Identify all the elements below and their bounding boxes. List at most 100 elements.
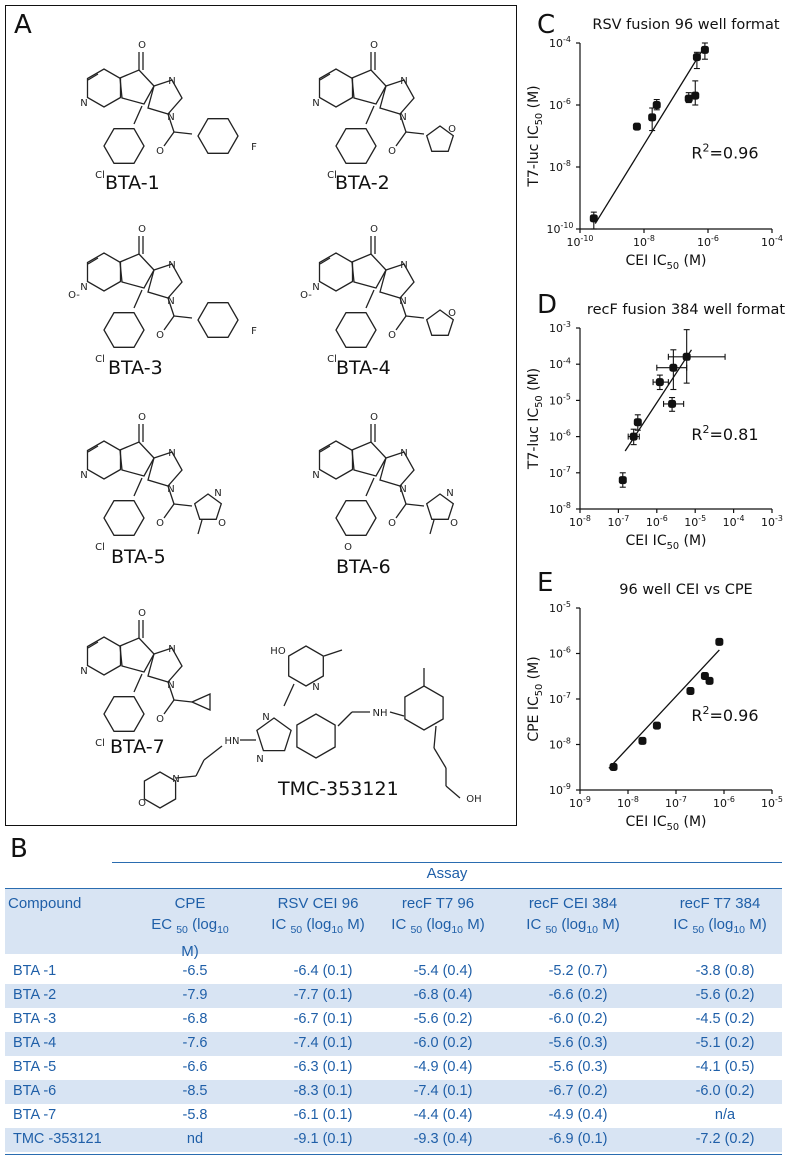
chlorine: Cl (95, 738, 105, 749)
data-point (686, 686, 695, 695)
furan-ring (425, 309, 455, 336)
table-cell: -5.4 (0.4) (413, 963, 473, 979)
chlorophenyl-ring (335, 128, 377, 164)
pyridine-nitrogen: N (80, 666, 87, 677)
data-point (629, 432, 638, 441)
panel-a-letter: A (14, 10, 32, 40)
bond (163, 699, 175, 715)
oxazole-nitrogen: N (446, 488, 453, 499)
chlorophenyl-ring (103, 500, 145, 536)
panel-b-letter: B (10, 834, 28, 864)
table-cell: BTA -6 (13, 1083, 57, 1099)
y-tick-label: 10-9 (549, 782, 571, 797)
data-point (700, 45, 709, 54)
x-tick-label: 10-6 (697, 234, 719, 249)
pyridine-ring (318, 440, 354, 480)
table-cell: -6.6 (182, 1059, 208, 1075)
bond (195, 759, 205, 777)
table-cell: -4.4 (0.4) (413, 1107, 473, 1123)
nitrogen: N (399, 112, 406, 123)
fluorophenyl-ring (197, 302, 239, 338)
lactam-ring (119, 637, 155, 673)
imidazolidine-ring (147, 451, 183, 487)
table-cell: nd (186, 1131, 204, 1147)
amide-oxygen: O (156, 518, 164, 529)
pyridine-ring (86, 440, 122, 480)
pyridine-nitrogen: N (312, 98, 319, 109)
bond (283, 683, 295, 707)
carbonyl-oxygen: O (138, 40, 146, 51)
chlorine: Cl (95, 354, 105, 365)
bond (405, 315, 425, 319)
carbonyl-oxygen: O (138, 224, 146, 235)
table-cell: -6.9 (0.1) (548, 1131, 608, 1147)
nitrogen: N (399, 484, 406, 495)
table-cell: -6.0 (0.2) (695, 1083, 755, 1099)
table-cell: n/a (714, 1107, 736, 1123)
compound-label-bta-1: BTA-1 (105, 172, 160, 194)
bond (389, 711, 405, 717)
table-cell: -4.9 (0.4) (413, 1059, 473, 1075)
bond (167, 681, 175, 701)
panel-c-letter: C (537, 10, 556, 40)
table-row: BTA -1 -6.5 -6.4 (0.1) -5.4 (0.4) -5.2 (0.7)… (5, 960, 782, 984)
table-cell: -7.7 (0.1) (293, 987, 353, 1003)
table-row: BTA -2 -7.9 -7.7 (0.1) -6.8 (0.4) -6.6 (0.2)… (5, 984, 782, 1008)
data-point (692, 53, 701, 62)
n-oxide-oxygen: O- (68, 290, 80, 301)
bond (203, 745, 223, 761)
table-cell: -6.0 (0.2) (413, 1035, 473, 1051)
x-axis-label: CEI IC50 (M) (625, 533, 706, 552)
carbonyl-oxygen: O (370, 40, 378, 51)
furan-oxygen: O (448, 124, 456, 135)
data-point (684, 94, 693, 103)
bond (167, 297, 175, 317)
x-tick-label: 10-8 (617, 795, 639, 810)
compound-label-bta-6: BTA-6 (336, 556, 391, 578)
hydroxypyridine-ring (288, 645, 324, 687)
bond (395, 131, 407, 147)
oxazole-ring (193, 493, 223, 520)
table-cell: -5.6 (0.3) (548, 1059, 608, 1075)
pyridine-nitrogen: N (80, 282, 87, 293)
amide-oxygen: O (156, 714, 164, 725)
amide-oxygen: O (156, 146, 164, 157)
bond (175, 775, 197, 779)
methyl-bond (429, 519, 435, 535)
y-tick-label: 10-3 (549, 320, 571, 335)
data-point (655, 378, 664, 387)
pyridine-nitrogen: N (80, 98, 87, 109)
nitrogen: N (167, 112, 174, 123)
y-tick-label: 10-8 (549, 737, 571, 752)
bond (173, 503, 193, 507)
y-tick-label: 10-6 (549, 97, 571, 112)
double-bond (87, 73, 99, 81)
bond (173, 315, 193, 319)
table-row: BTA -6 -8.5 -8.3 (0.1) -7.4 (0.1) -6.7 (0.2)… (5, 1080, 782, 1104)
y-tick-label: 10-4 (549, 356, 571, 371)
pyridine-ring (86, 636, 122, 676)
chlorophenyl-ring (103, 312, 145, 348)
bond (405, 131, 425, 135)
fluorine: F (251, 326, 257, 337)
x-tick-label: 10-4 (761, 234, 783, 249)
bond (433, 725, 437, 749)
fit-line (608, 649, 720, 769)
assay-header: Assay (426, 865, 468, 882)
chart-c: RSV fusion 96 well format 10-10 10-8 10-6 10… (526, 17, 783, 272)
r-squared-annotation: R2=0.81 (691, 423, 758, 444)
x-tick-label: 10-5 (684, 514, 706, 529)
nitrogen: N (400, 448, 407, 459)
data-point (669, 363, 678, 372)
bond (365, 289, 375, 309)
table-cell: BTA -7 (13, 1107, 57, 1123)
nitrogen: N (167, 680, 174, 691)
table-cell: BTA -4 (13, 1035, 57, 1051)
table-cell: -6.5 (182, 963, 208, 979)
table-header-cell: recF T7 384 IC 50 (log10 M) (673, 895, 767, 936)
table-cell: BTA -2 (13, 987, 57, 1003)
bond (163, 315, 175, 331)
chlorine: Cl (95, 542, 105, 553)
table-bottom-rule (5, 1154, 782, 1155)
